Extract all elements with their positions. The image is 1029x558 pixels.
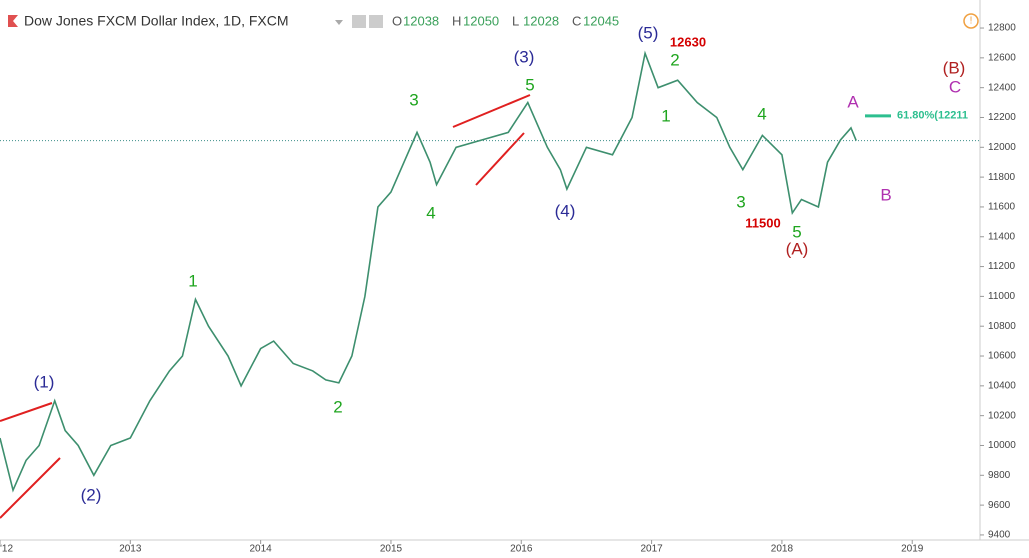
wave-label: 5 bbox=[525, 75, 534, 94]
y-tick-label: 11800 bbox=[988, 172, 1016, 183]
wave-label: 2 bbox=[333, 397, 342, 416]
wave-label: 5 bbox=[792, 222, 801, 241]
ohlc-value: 12028 bbox=[523, 13, 559, 28]
y-tick-label: 10400 bbox=[988, 380, 1016, 391]
y-tick-label: 9600 bbox=[988, 500, 1011, 511]
wave-label: (5) bbox=[638, 23, 659, 42]
wave-label: 2 bbox=[670, 50, 679, 69]
y-tick-label: 11400 bbox=[988, 231, 1016, 242]
wave-label: B bbox=[880, 185, 891, 204]
y-tick-label: 9400 bbox=[988, 530, 1011, 541]
y-tick-label: 9800 bbox=[988, 470, 1011, 481]
ohlc-value: 12038 bbox=[403, 13, 439, 28]
wave-label: 1 bbox=[188, 271, 197, 290]
x-tick-label: '12 bbox=[0, 544, 13, 555]
x-tick-label: 2018 bbox=[771, 544, 794, 555]
ohlc-label: L bbox=[512, 13, 519, 28]
trendline bbox=[475, 132, 525, 186]
ohlc-label: C bbox=[572, 13, 581, 28]
y-tick-label: 10000 bbox=[988, 440, 1016, 451]
alert-mark: ! bbox=[970, 16, 973, 27]
y-tick-label: 10200 bbox=[988, 410, 1016, 421]
wave-label: 3 bbox=[409, 90, 418, 109]
wave-label: 4 bbox=[757, 104, 766, 123]
x-tick-label: 2017 bbox=[640, 544, 663, 555]
y-tick-label: 12200 bbox=[988, 112, 1016, 123]
wave-label: C bbox=[949, 77, 961, 96]
flag-icon[interactable] bbox=[8, 15, 18, 27]
trendline bbox=[0, 402, 53, 422]
wave-label: 3 bbox=[736, 192, 745, 211]
ohlc-value: 12045 bbox=[583, 13, 619, 28]
settings-icon[interactable] bbox=[369, 15, 383, 28]
y-tick-label: 12800 bbox=[988, 23, 1016, 34]
y-tick-label: 11200 bbox=[988, 261, 1016, 272]
y-tick-label: 11600 bbox=[988, 202, 1016, 213]
x-tick-label: 2015 bbox=[380, 544, 403, 555]
fib-label: 61.80%(12211 bbox=[897, 110, 968, 122]
chart-title: Dow Jones FXCM Dollar Index, 1D, FXCM bbox=[24, 13, 289, 29]
alert-icon[interactable] bbox=[963, 13, 979, 29]
ohlc-value: 12050 bbox=[463, 13, 499, 28]
y-tick-label: 11000 bbox=[988, 291, 1016, 302]
settings-icon[interactable] bbox=[352, 15, 366, 28]
wave-label: (2) bbox=[81, 485, 102, 504]
wave-label: (A) bbox=[786, 239, 809, 258]
x-tick-label: 2016 bbox=[510, 544, 533, 555]
y-tick-label: 10800 bbox=[988, 321, 1016, 332]
x-tick-label: 2014 bbox=[250, 544, 273, 555]
wave-label: 12630 bbox=[670, 34, 706, 49]
wave-label: 1 bbox=[661, 106, 670, 125]
wave-label: (B) bbox=[943, 58, 966, 77]
ohlc-label: H bbox=[452, 13, 461, 28]
y-tick-label: 12000 bbox=[988, 142, 1016, 153]
ohlc-label: O bbox=[392, 13, 402, 28]
wave-label: 11500 bbox=[745, 215, 780, 230]
trendline bbox=[0, 457, 61, 519]
price-line bbox=[0, 50, 857, 493]
wave-label: 4 bbox=[426, 203, 435, 222]
wave-label: (3) bbox=[514, 47, 535, 66]
y-tick-label: 10600 bbox=[988, 351, 1016, 362]
trendlines bbox=[0, 94, 531, 519]
y-tick-label: 12400 bbox=[988, 82, 1016, 93]
dropdown-icon[interactable] bbox=[335, 20, 343, 25]
wave-label: A bbox=[847, 92, 859, 111]
wave-label: (4) bbox=[555, 201, 576, 220]
y-tick-label: 12600 bbox=[988, 52, 1016, 63]
x-tick-label: 2019 bbox=[901, 544, 924, 555]
wave-label: (1) bbox=[34, 372, 55, 391]
trendline bbox=[452, 94, 531, 128]
header-bg bbox=[2, 12, 622, 34]
x-tick-label: 2013 bbox=[119, 544, 142, 555]
